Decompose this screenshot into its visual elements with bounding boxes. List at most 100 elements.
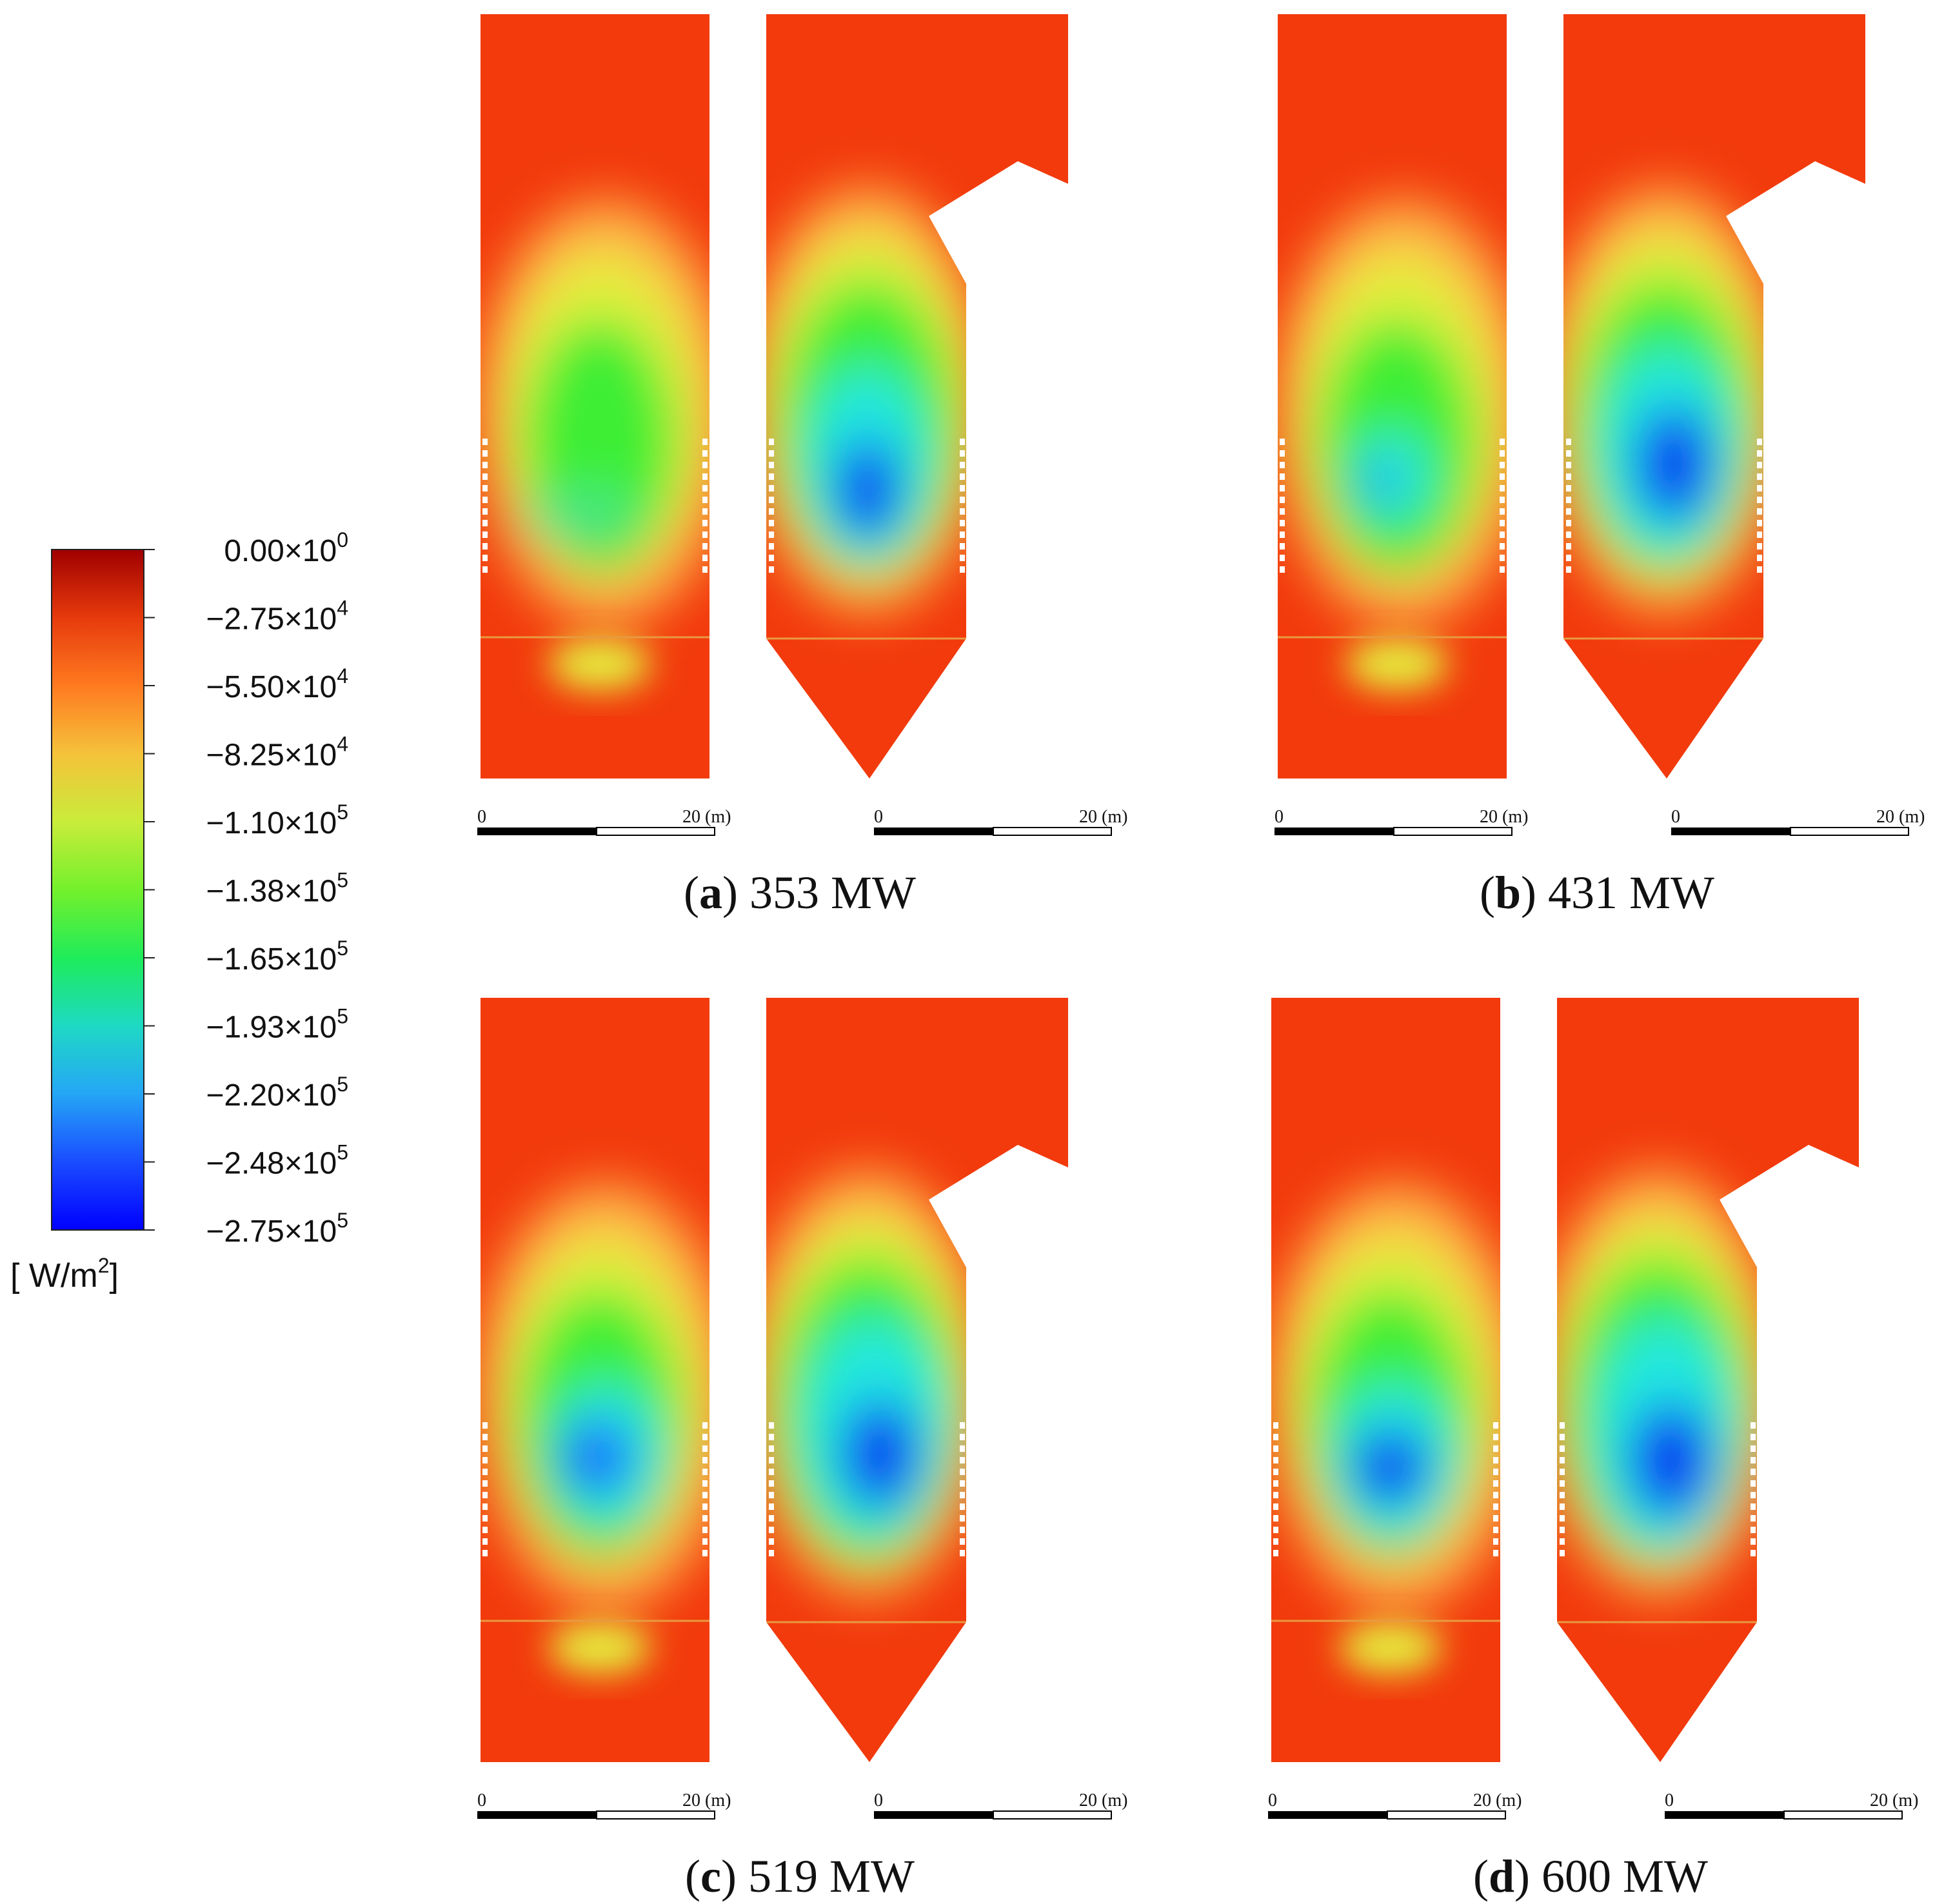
burner-nozzle: [1493, 1492, 1498, 1498]
burner-nozzle: [960, 1434, 965, 1440]
burner-nozzle: [1280, 566, 1285, 573]
burner-nozzle: [960, 1445, 965, 1452]
burner-nozzle: [769, 520, 774, 526]
burner-nozzle: [1566, 508, 1571, 515]
burner-nozzle: [769, 1457, 774, 1463]
burner-nozzle: [482, 520, 488, 526]
burner-nozzle: [1273, 1457, 1278, 1463]
scale-bar: 0 20 (m): [1671, 807, 1925, 836]
burner-nozzle: [960, 1469, 965, 1475]
burner-nozzle: [702, 555, 708, 561]
burner-nozzle: [1560, 1469, 1565, 1475]
burner-nozzle: [769, 1550, 774, 1556]
colorbar-gradient: [51, 549, 144, 1231]
burner-nozzle: [960, 1538, 965, 1545]
colorbar-tick-label: −2.75×104: [206, 597, 348, 637]
burner-nozzle: [1560, 1538, 1565, 1545]
colorbar-ticks: 0.00×100 −2.75×104 −5.50×104 −8.25×104 −1.10…: [144, 528, 348, 1249]
burner-nozzle: [769, 450, 774, 457]
burner-nozzle: [960, 1492, 965, 1498]
burner-nozzle: [1751, 1550, 1756, 1556]
scale-bar-start: 0: [477, 1790, 486, 1810]
panel-caption: (c) 519 MW: [685, 1850, 915, 1902]
burner-nozzle: [482, 555, 488, 561]
scale-bar-end: 20 (m): [1079, 807, 1127, 827]
burner-nozzle: [769, 543, 774, 550]
burner-nozzle: [1273, 1515, 1278, 1522]
scale-bar: 0 20 (m): [874, 807, 1127, 836]
burner-nozzle: [702, 531, 708, 538]
burner-nozzle: [1566, 497, 1571, 503]
burner-nozzle: [702, 543, 708, 550]
scale-bar-start: 0: [1671, 807, 1680, 827]
furnace-right-section: [766, 14, 1068, 778]
burner-nozzle: [1560, 1480, 1565, 1487]
burner-nozzle: [960, 1422, 965, 1429]
burner-nozzle: [1273, 1527, 1278, 1533]
burner-nozzle: [702, 1445, 708, 1452]
furnace-left-section: [1271, 998, 1500, 1762]
panel-caption: (b) 431 MW: [1480, 867, 1714, 918]
scale-bar-end: 20 (m): [1473, 1790, 1522, 1810]
burner-nozzle: [1757, 450, 1762, 457]
burner-nozzle: [1560, 1434, 1565, 1440]
burner-nozzle: [1560, 1492, 1565, 1498]
burner-nozzle: [702, 450, 708, 457]
burner-nozzle: [1757, 485, 1762, 491]
burner-nozzle: [482, 543, 488, 550]
burner-nozzle: [482, 1480, 488, 1487]
burner-nozzle: [769, 439, 774, 445]
scale-bar: 0 20 (m): [477, 807, 731, 836]
burner-nozzle: [1560, 1445, 1565, 1452]
burner-nozzle: [960, 566, 965, 573]
burner-nozzle: [1273, 1538, 1278, 1545]
burner-nozzle: [769, 473, 774, 480]
colorbar-unit: [ W/m2]: [10, 1254, 119, 1294]
burner-nozzle: [1566, 566, 1571, 573]
colorbar-tick-label: −5.50×104: [206, 664, 348, 704]
burner-nozzle: [960, 485, 965, 491]
burner-nozzle: [1500, 508, 1505, 515]
burner-nozzle: [702, 439, 708, 445]
burner-nozzle: [1757, 566, 1762, 573]
burner-nozzle: [702, 508, 708, 515]
burner-nozzle: [1273, 1469, 1278, 1475]
burner-nozzle: [769, 1492, 774, 1498]
panel-b: 0 20 (m) 0 20 (m) (b) 431 MW: [1275, 14, 1925, 918]
scale-bar: 0 20 (m): [874, 1790, 1127, 1820]
scale-bar-end: 20 (m): [682, 807, 731, 827]
burner-nozzle: [482, 531, 488, 538]
colorbar: 0.00×100 −2.75×104 −5.50×104 −8.25×104 −1.10…: [10, 528, 348, 1294]
scale-bar-end: 20 (m): [682, 1790, 731, 1810]
burner-nozzle: [482, 462, 488, 468]
burner-nozzle: [1560, 1515, 1565, 1522]
burner-nozzle: [482, 1457, 488, 1463]
burner-nozzle: [960, 1527, 965, 1533]
burner-nozzle: [1500, 543, 1505, 550]
burner-nozzle: [769, 1445, 774, 1452]
burner-nozzle: [1500, 450, 1505, 457]
burner-nozzle: [1280, 520, 1285, 526]
burner-nozzle: [1566, 462, 1571, 468]
burner-nozzle: [769, 1434, 774, 1440]
burner-nozzle: [960, 473, 965, 480]
burner-nozzle: [1757, 462, 1762, 468]
burner-nozzle: [769, 1469, 774, 1475]
burner-nozzle: [1757, 497, 1762, 503]
scale-bar-end: 20 (m): [1870, 1790, 1918, 1810]
furnace-right-section: [1563, 14, 1865, 778]
burner-nozzle: [702, 1515, 708, 1522]
scale-bar-end: 20 (m): [1876, 807, 1925, 827]
burner-nozzle: [1273, 1445, 1278, 1452]
burner-nozzle: [1280, 543, 1285, 550]
colorbar-tick-label: −1.93×105: [206, 1005, 348, 1045]
colorbar-tick-label: −8.25×104: [206, 733, 348, 773]
burner-nozzle: [1280, 450, 1285, 457]
burner-nozzle: [960, 531, 965, 538]
burner-nozzle: [1751, 1445, 1756, 1452]
burner-nozzle: [1751, 1503, 1756, 1510]
burner-nozzle: [1280, 473, 1285, 480]
scale-bar: 0 20 (m): [1268, 1790, 1522, 1820]
burner-nozzle: [1560, 1503, 1565, 1510]
burner-nozzle: [1273, 1434, 1278, 1440]
